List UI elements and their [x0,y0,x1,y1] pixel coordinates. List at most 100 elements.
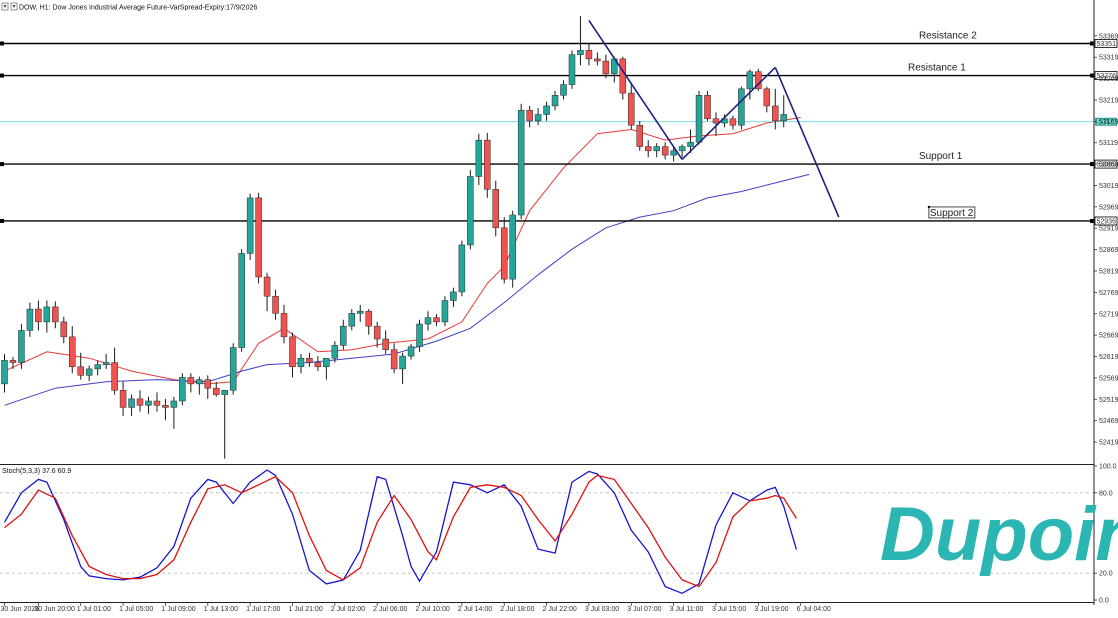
chart-type-dropdown-icon[interactable] [12,5,16,8]
bear-candle [492,189,500,229]
bull-candle [246,197,254,254]
bear-candle [704,94,711,120]
bear-candle [153,400,161,406]
bull-candle [678,146,686,152]
bear-candle [272,295,279,314]
price-tick-label: 52919 [1099,226,1118,233]
time-tick-label: 30 Jun 2026 [1,606,40,613]
bull-candle [746,71,754,90]
bear-candle [280,313,288,338]
bear-candle [526,109,533,122]
bull-candle [85,368,93,376]
level-label-handle[interactable] [927,205,930,208]
level-anchor-left[interactable] [0,218,4,223]
bull-candle [128,398,135,408]
bear-candle [255,197,262,278]
price-tick-label: 52719 [1099,311,1118,318]
bull-candle [43,306,51,323]
bull-candle [340,325,347,346]
price-tick-label: 52419 [1099,440,1118,447]
time-tick-label: 3 Jul 15:00 [712,606,746,613]
level-anchor-right[interactable] [1090,218,1094,223]
price-tick-label: 52669 [1099,333,1118,340]
level-anchor-left[interactable] [0,41,4,46]
price-tick-label: 53119 [1099,140,1118,147]
candlesticks [1,16,787,459]
bear-candle [729,118,737,126]
price-tick-label: 53169 [1099,119,1118,126]
time-tick-label: 30 Jun 20:00 [34,606,75,613]
bull-candle [568,54,576,85]
bull-candle [297,357,305,368]
bear-candle [636,124,643,147]
trendline[interactable] [588,19,683,160]
level-price-tag-text: 53069 [1097,162,1117,169]
bear-candle [263,276,271,297]
level-price-tag-text: 53276 [1097,73,1117,80]
bear-candle [162,405,169,408]
price-tick-label: 53319 [1099,55,1118,62]
bull-candle [221,390,228,395]
logo-text: Dupoin [880,492,1118,577]
bull-candle [356,310,364,314]
bear-candle [433,317,440,323]
bull-candle [416,323,423,347]
bear-candle [52,306,59,323]
time-tick-label: 1 Jul 21:00 [288,606,322,613]
price-tick-label: 52569 [1099,375,1118,382]
level-anchor-right[interactable] [1090,162,1094,167]
bear-candle [365,310,372,327]
trendlines[interactable] [588,19,840,218]
bull-candle [458,244,466,293]
bull-candle [577,50,584,55]
price-tick-label: 53219 [1099,97,1118,104]
trendline[interactable] [681,66,776,160]
bull-candle [560,84,567,96]
level-anchor-left[interactable] [0,162,4,167]
level-anchor-left[interactable] [0,73,4,78]
level-label: Resistance 2 [919,31,977,42]
price-levels: Resistance 2 53351 Resistance 1 53276 Suppor… [0,31,1118,225]
time-tick-label: 2 Jul 02:00 [331,606,365,613]
price-tick-label: 52769 [1099,290,1118,297]
bear-candle [204,379,212,389]
dupoin-logo: Dupoin [880,492,1118,577]
time-tick-label: 3 Jul 07:00 [627,606,661,613]
level-price-tag-text: 52936 [1097,218,1117,225]
level-anchor-right[interactable] [1090,41,1094,46]
dropdown-icon[interactable] [3,5,7,8]
symbol-header: DOW, H1: Dow Jones Industrial Average Fu… [1,2,257,12]
time-tick-label: 6 Jul 04:00 [797,606,831,613]
stoch-d-line [4,474,797,588]
level-anchor-right[interactable] [1090,73,1094,78]
bear-candle [619,58,627,94]
time-tick-label: 1 Jul 13:00 [204,606,238,613]
bull-candle [738,88,745,126]
level-label-box [928,206,976,219]
trendline[interactable] [774,67,840,218]
stochastic-panel: 100.0 80.0 20.0 0.0 Stoch(5,3,3) 37.6 60.9 [0,464,1117,605]
bear-candle [314,362,322,368]
bear-candle [77,366,84,376]
bear-candle [772,105,779,122]
bull-candle [670,150,677,156]
bull-candle [179,377,186,402]
bear-candle [628,92,635,126]
level-price-tag [1094,71,1118,80]
bear-candle [111,362,118,391]
bull-candle [170,400,178,408]
bear-candle [661,146,669,156]
bear-candle [712,118,720,124]
stoch-tick-label: 20.0 [1099,571,1113,578]
bull-candle [331,345,339,359]
bull-candle [348,313,356,327]
bull-candle [653,146,660,152]
bull-candle [424,317,432,325]
bear-candle [306,357,313,363]
level-label: Resistance 1 [908,63,966,74]
time-tick-label: 3 Jul 19:00 [754,606,788,613]
bull-candle [229,347,237,391]
bull-candle [509,214,516,280]
